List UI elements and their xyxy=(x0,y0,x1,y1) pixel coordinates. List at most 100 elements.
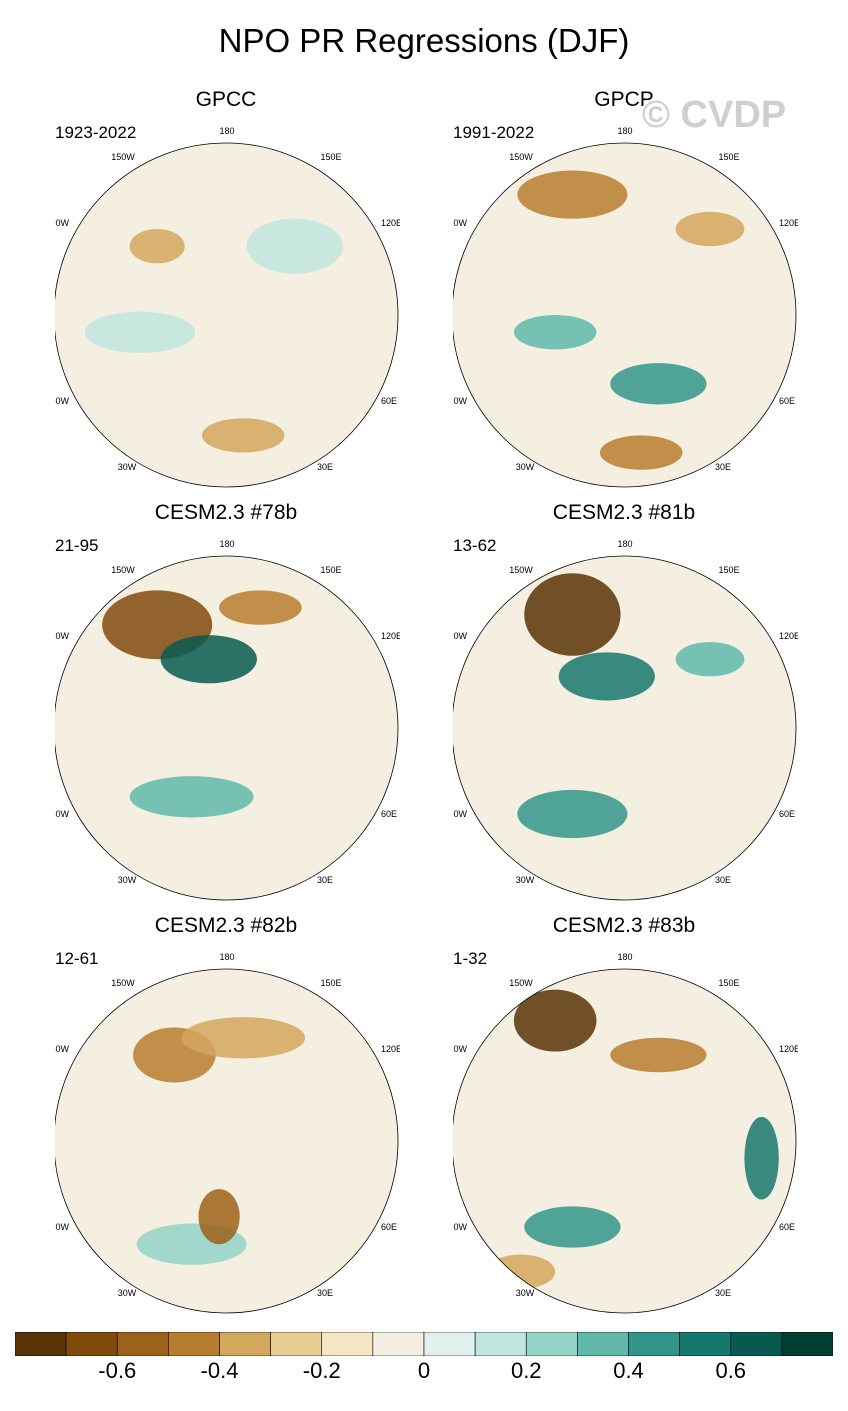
longitude-label: 150E xyxy=(320,978,341,988)
colorbar-swatch xyxy=(321,1332,374,1356)
longitude-label: 180 xyxy=(617,952,632,962)
map-field xyxy=(453,143,796,487)
longitude-label: 150W xyxy=(509,152,533,162)
longitude-label: 60E xyxy=(381,1222,397,1232)
anomaly-blob xyxy=(524,573,621,656)
colorbar-swatch xyxy=(577,1332,629,1356)
longitude-label: 60W xyxy=(453,809,467,819)
longitude-label: 60W xyxy=(55,809,69,819)
longitude-label: 150W xyxy=(509,978,533,988)
colorbar-swatch xyxy=(65,1332,118,1356)
colorbar-tick-label: 0.2 xyxy=(510,1358,542,1383)
colorbar-swatch xyxy=(730,1332,783,1356)
figure-title: NPO PR Regressions (DJF) xyxy=(218,22,630,59)
panel-period: 1-32 xyxy=(453,949,488,968)
colorbar-tick-label: -0.4 xyxy=(200,1358,239,1383)
anomaly-blob xyxy=(610,1037,707,1073)
map-boundary xyxy=(55,555,399,901)
longitude-label: 150W xyxy=(111,565,135,575)
longitude-label: 150E xyxy=(718,978,739,988)
longitude-label: 150W xyxy=(111,978,135,988)
polar-map: 180150W150E120W120E90W90E60W60E30W30E0 xyxy=(453,539,798,901)
map-boundary xyxy=(55,968,399,1314)
polar-map: 180150W150E120W120E90W90E60W60E30W30E0 xyxy=(453,952,798,1314)
panel-period: 1923-2022 xyxy=(55,123,137,142)
map-field xyxy=(453,969,796,1313)
longitude-label: 150E xyxy=(718,152,739,162)
longitude-label: 30E xyxy=(715,875,731,885)
longitude-label: 150E xyxy=(320,565,341,575)
map-boundary xyxy=(453,968,797,1314)
map-field xyxy=(55,969,398,1313)
longitude-label: 150W xyxy=(111,152,135,162)
anomaly-blob xyxy=(198,1189,240,1245)
anomaly-blob xyxy=(486,1254,556,1289)
colorbar-tick-label: 0.6 xyxy=(715,1358,747,1383)
longitude-label: 60E xyxy=(381,809,397,819)
anomaly-blob xyxy=(675,642,745,677)
colorbar-swatch xyxy=(168,1332,220,1356)
cvdp-watermark: © CVDP xyxy=(642,94,787,136)
longitude-label: 30W xyxy=(516,462,535,472)
longitude-label: 120W xyxy=(55,1044,70,1054)
anomaly-blob xyxy=(610,363,707,405)
colorbar-swatch xyxy=(219,1332,271,1356)
polar-map: 180150W150E120W120E90W90E60W60E30W30E0 xyxy=(453,126,798,488)
longitude-label: 60E xyxy=(779,809,795,819)
anomaly-blob xyxy=(517,170,628,219)
colorbar-swatch xyxy=(116,1332,169,1356)
panel-cesm-82b: CESM2.3 #82b 12-61 180150W150E120W120E90… xyxy=(55,914,455,1314)
longitude-label: 180 xyxy=(219,952,234,962)
longitude-label: 30E xyxy=(715,462,731,472)
map-field xyxy=(453,556,796,900)
longitude-label: 120W xyxy=(453,218,468,228)
colorbar-swatch xyxy=(628,1332,680,1356)
longitude-label: 60E xyxy=(779,396,795,406)
longitude-label: 180 xyxy=(617,126,632,136)
longitude-label: 60W xyxy=(453,396,467,406)
anomaly-blob xyxy=(160,635,257,684)
colorbar-swatch xyxy=(781,1332,833,1356)
colorbar-swatch xyxy=(474,1332,527,1356)
longitude-label: 30E xyxy=(317,462,333,472)
longitude-label: 120E xyxy=(779,218,798,228)
panel-title: CESM2.3 #81b xyxy=(552,501,696,524)
panel-title: CESM2.3 #83b xyxy=(552,914,696,937)
longitude-label: 180 xyxy=(617,539,632,549)
longitude-label: 60W xyxy=(55,1222,69,1232)
colorbar xyxy=(15,1332,833,1356)
longitude-label: 180 xyxy=(219,539,234,549)
anomaly-blob xyxy=(129,229,185,264)
panel-period: 12-61 xyxy=(55,949,99,968)
longitude-label: 60W xyxy=(55,396,69,406)
anomaly-blob xyxy=(129,776,254,818)
panel-period: 21-95 xyxy=(55,536,99,555)
longitude-label: 120E xyxy=(779,631,798,641)
anomaly-blob xyxy=(513,989,597,1052)
longitude-label: 120W xyxy=(55,218,70,228)
longitude-label: 30E xyxy=(317,875,333,885)
longitude-label: 150E xyxy=(320,152,341,162)
longitude-label: 30W xyxy=(118,875,137,885)
map-boundary xyxy=(453,555,797,901)
panel-title: CESM2.3 #82b xyxy=(154,914,298,937)
longitude-label: 30W xyxy=(516,875,535,885)
longitude-label: 30E xyxy=(317,1288,333,1298)
anomaly-blob xyxy=(246,218,343,274)
colorbar-swatch xyxy=(270,1332,323,1356)
colorbar-tick-label: -0.2 xyxy=(302,1358,341,1383)
colorbar-swatch xyxy=(372,1332,425,1356)
longitude-label: 30W xyxy=(118,462,137,472)
colorbar-tick-label: 0 xyxy=(417,1358,431,1383)
panel-gpcc: GPCC 1923-2022 180150W150E120W120E90W90E… xyxy=(55,88,455,488)
longitude-label: 180 xyxy=(219,126,234,136)
longitude-label: 30E xyxy=(715,1288,731,1298)
colorbar-swatch xyxy=(525,1332,578,1356)
panel-title: CESM2.3 #78b xyxy=(154,501,298,524)
longitude-label: 120E xyxy=(381,1044,400,1054)
anomaly-blob xyxy=(513,315,597,350)
longitude-label: 120E xyxy=(779,1044,798,1054)
anomaly-blob xyxy=(181,1017,306,1059)
map-boundary xyxy=(55,142,399,488)
panel-period: 1991-2022 xyxy=(453,123,535,142)
